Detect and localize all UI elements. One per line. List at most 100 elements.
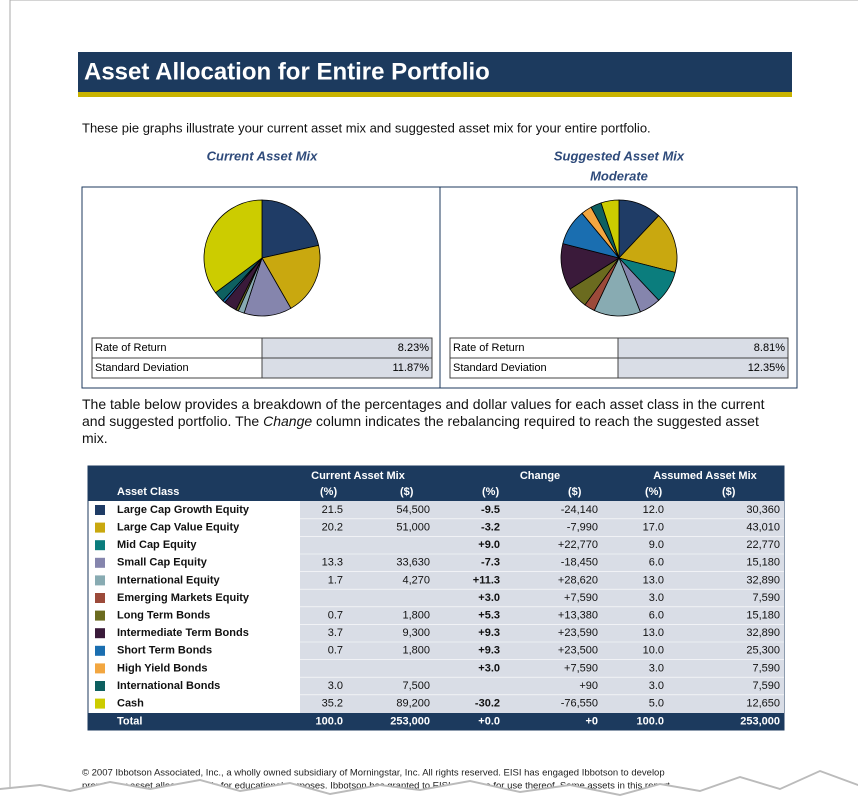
cell: 21.5 (322, 504, 343, 516)
swatch (95, 575, 105, 586)
cell: +23,590 (558, 627, 598, 639)
asset-class: Intermediate Term Bonds (117, 627, 249, 639)
cell: 13.3 (322, 557, 343, 569)
cell: 89,200 (396, 698, 430, 710)
stat-label: Standard Deviation (453, 362, 547, 374)
cell: 15,180 (746, 610, 780, 622)
column-header: ($) (568, 486, 582, 498)
cell: 1.7 (328, 574, 343, 586)
footer: proprietary asset allocation tools for e… (82, 781, 670, 792)
stat-value-cell (261, 357, 433, 379)
cell: -76,550 (561, 698, 598, 710)
group-header: Current Asset Mix (311, 470, 406, 482)
swatch (95, 540, 105, 551)
cell: 7,590 (752, 662, 780, 674)
cell: 20.2 (322, 522, 343, 534)
cell: 5.0 (649, 698, 664, 710)
group-header: Change (520, 470, 560, 482)
cell: +9.0 (478, 539, 500, 551)
heading: Current Asset Mix (207, 148, 319, 163)
cell: +9.3 (478, 627, 500, 639)
swatch (95, 522, 105, 533)
swatch (95, 698, 105, 709)
cell: 51,000 (396, 522, 430, 534)
asset-class: Large Cap Value Equity (117, 522, 240, 534)
cell: 13.0 (643, 574, 664, 586)
asset-class: Total (117, 715, 142, 727)
cell: 4,270 (402, 574, 430, 586)
text: Change (263, 413, 313, 429)
swatch (95, 505, 105, 515)
cell: 10.0 (643, 645, 664, 657)
cell: 100.0 (636, 715, 664, 727)
stat-value: 8.23% (398, 342, 429, 354)
text: column indicates the rebalancing require… (82, 413, 759, 446)
cell: 13.0 (643, 627, 664, 639)
cell: 3.0 (649, 662, 664, 674)
cell: +7,590 (564, 662, 598, 674)
cell: 43,010 (746, 522, 780, 534)
cell: +7,590 (564, 592, 598, 604)
cell: 9,300 (402, 627, 430, 639)
cell: 7,500 (402, 680, 430, 692)
cell: +22,770 (558, 539, 598, 551)
pie-slice (600, 199, 620, 259)
title-rule (78, 92, 792, 97)
cell: +3.0 (478, 662, 500, 674)
asset-class: Mid Cap Equity (117, 539, 197, 551)
swatch (95, 593, 105, 603)
pie-slice (261, 244, 321, 309)
cell: +13,380 (558, 610, 598, 622)
cell: 54,500 (396, 504, 430, 516)
cell: -7,990 (567, 522, 598, 534)
stat-value-cell (617, 357, 789, 379)
cell: 0.7 (328, 610, 343, 622)
cell: +28,620 (558, 574, 598, 586)
intro: These pie graphs illustrate your current… (82, 120, 651, 135)
stat-label: Rate of Return (95, 342, 167, 354)
cell: -3.2 (481, 522, 500, 534)
cell: -24,140 (561, 504, 598, 516)
column-header: (%) (482, 486, 499, 498)
swatch (95, 663, 105, 674)
column-header: ($) (722, 486, 736, 498)
cell: 17.0 (643, 522, 664, 534)
asset-class: Small Cap Equity (117, 557, 208, 569)
cell: 3.0 (649, 680, 664, 692)
stat-label: Rate of Return (453, 342, 525, 354)
asset-class: Long Term Bonds (117, 610, 210, 622)
swatch (95, 645, 105, 656)
subheading: Moderate (590, 168, 648, 183)
cell: 7,590 (752, 680, 780, 692)
swatch (95, 610, 105, 621)
table-header (88, 466, 784, 501)
cell: -30.2 (475, 698, 500, 710)
asset-class: Cash (117, 698, 144, 710)
cell: 253,000 (740, 715, 780, 727)
cell: +5.3 (478, 610, 500, 622)
cell: -7.3 (481, 557, 500, 569)
cell: 30,360 (746, 504, 780, 516)
cell: 3.7 (328, 627, 343, 639)
asset-class: Short Term Bonds (117, 645, 212, 657)
cell: 25,300 (746, 645, 780, 657)
table-total (88, 713, 784, 730)
footer: © 2007 Ibbotson Associated, Inc., a whol… (82, 768, 665, 779)
column-header: Asset Class (117, 486, 179, 498)
swatch (95, 681, 105, 691)
asset-class: High Yield Bonds (117, 662, 207, 674)
title: Asset Allocation for Entire Portfolio (84, 58, 490, 85)
cell: +11.3 (473, 574, 500, 586)
cell: 32,890 (746, 627, 780, 639)
cell: 3.0 (328, 680, 343, 692)
stat-label: Standard Deviation (95, 362, 189, 374)
cell: 3.0 (649, 592, 664, 604)
group-header: Assumed Asset Mix (653, 470, 757, 482)
cell: 1,800 (402, 645, 430, 657)
cell: 6.0 (649, 610, 664, 622)
cell: +9.3 (478, 645, 500, 657)
breakdown: The table below provides a breakdown of … (82, 396, 782, 447)
cell: 100.0 (315, 715, 343, 727)
